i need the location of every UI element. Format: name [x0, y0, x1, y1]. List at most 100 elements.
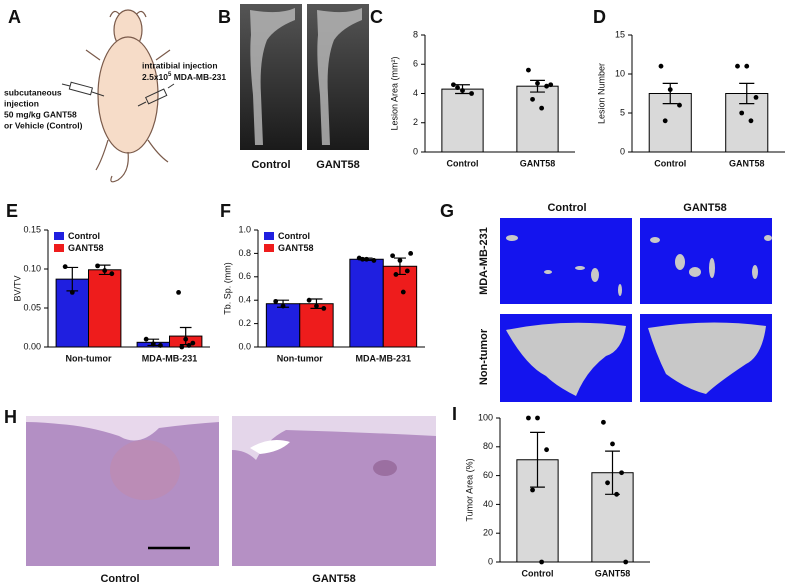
data-point [150, 341, 156, 347]
data-point [748, 118, 754, 124]
panel-letter: G [440, 201, 454, 221]
data-point [69, 290, 75, 295]
legend-label: GANT58 [278, 243, 314, 253]
y-tick-label: 6 [413, 59, 418, 69]
data-point [460, 88, 465, 93]
annotation-text: MDA-MB-231 [171, 72, 226, 82]
data-point [677, 102, 682, 108]
panel-letter: C [370, 7, 383, 27]
data-point [601, 419, 606, 425]
data-point [176, 290, 181, 295]
bar [382, 265, 418, 348]
data-point [273, 298, 279, 304]
y-axis-label: Lesion Area (mm²) [389, 56, 399, 130]
y-tick-label: 15 [615, 29, 625, 39]
data-point [371, 258, 377, 263]
data-point [658, 63, 664, 69]
legend-swatch [54, 244, 64, 252]
annotation-line: subcutaneous [4, 87, 62, 97]
data-point [393, 272, 399, 277]
data-point [619, 470, 624, 476]
legend-swatch [264, 232, 274, 240]
data-point [314, 303, 319, 309]
legend-label: GANT58 [68, 243, 104, 253]
panel-letter: A [8, 7, 21, 27]
data-point [548, 82, 554, 88]
column-label: GANT58 [683, 202, 726, 214]
data-point [455, 85, 460, 91]
data-point [526, 67, 531, 73]
data-point [610, 441, 615, 447]
y-tick-label: 0 [413, 146, 418, 156]
y-tick-label: 20 [483, 528, 493, 538]
legend-label: Control [68, 231, 100, 241]
y-tick-label: 0.4 [238, 295, 251, 305]
panel-letter: I [452, 404, 457, 424]
syringe [61, 81, 175, 107]
data-point [95, 263, 100, 269]
column-label: Control [547, 202, 586, 214]
microct-image [500, 218, 772, 402]
data-point [109, 271, 115, 277]
data-point [530, 96, 535, 102]
x-tick-label: GANT58 [729, 158, 765, 168]
data-point [190, 340, 196, 346]
y-tick-label: 80 [483, 441, 493, 451]
y-tick-label: 0.15 [23, 224, 41, 234]
bar [88, 269, 122, 348]
data-point [605, 480, 610, 486]
legend-swatch [264, 244, 274, 252]
image-label: GANT58 [316, 159, 359, 171]
data-point [535, 80, 540, 86]
bar [265, 303, 301, 348]
data-point [62, 264, 68, 270]
x-tick-label: GANT58 [595, 568, 631, 578]
data-point [143, 336, 149, 342]
annotation-text: 2.5x10 [142, 72, 168, 82]
panel-letter: B [218, 7, 231, 27]
y-tick-label: 5 [620, 107, 625, 117]
data-point [667, 87, 673, 92]
y-tick-label: 0.2 [238, 318, 251, 328]
bar [299, 303, 334, 348]
panel-letter: F [220, 201, 231, 221]
panel-letter: E [6, 201, 18, 221]
legend-swatch [54, 232, 64, 240]
y-tick-label: 0.8 [238, 248, 251, 258]
data-point [739, 110, 745, 116]
y-axis-label: Tumor Area (%) [464, 458, 474, 521]
data-point [469, 91, 474, 96]
y-tick-label: 40 [483, 499, 493, 509]
superscript: 5 [168, 72, 172, 78]
y-tick-label: 0 [620, 146, 625, 156]
y-tick-label: 2 [413, 117, 418, 127]
x-tick-label: Control [447, 158, 479, 168]
data-point [544, 83, 549, 89]
data-point [614, 491, 620, 497]
data-point [364, 256, 369, 262]
data-point [400, 289, 406, 295]
bar [441, 88, 484, 153]
image-label: Control [100, 573, 139, 585]
row-label: Non-tumor [478, 328, 490, 385]
panel-letter: H [4, 407, 17, 427]
annotation-line: 2.5x105 MDA-MB-231 [142, 72, 226, 83]
y-tick-label: 0.0 [238, 341, 251, 351]
annotation-line: injection [4, 98, 39, 108]
data-point [753, 95, 759, 100]
data-point [539, 105, 545, 111]
annotation-line: or Vehicle (Control) [4, 120, 83, 130]
data-point [535, 415, 540, 421]
data-point [280, 303, 286, 309]
y-tick-label: 0.00 [23, 341, 41, 351]
data-point [183, 336, 189, 342]
data-point [451, 82, 456, 88]
histology-image [26, 416, 436, 566]
data-point [397, 258, 403, 263]
data-point [744, 63, 750, 69]
data-point [404, 268, 410, 274]
y-tick-label: 0.10 [23, 263, 41, 273]
y-tick-label: 0.05 [23, 302, 41, 312]
bar [516, 85, 559, 153]
